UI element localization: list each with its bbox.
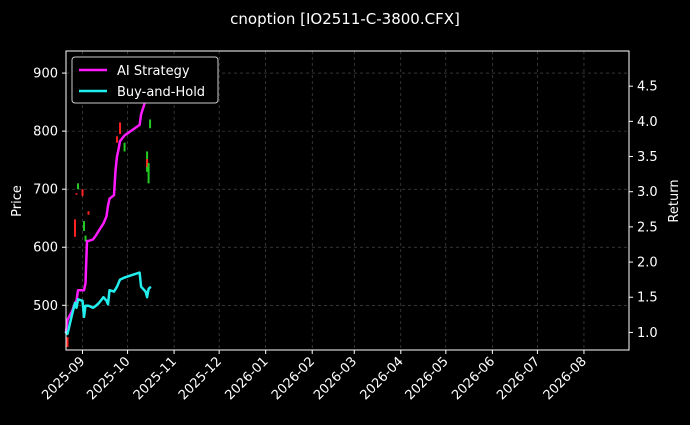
candle — [74, 219, 77, 237]
candle — [83, 221, 86, 231]
candle — [66, 337, 69, 348]
y-tick-label-left: 900 — [33, 67, 58, 82]
candle — [75, 193, 78, 195]
candle — [146, 158, 149, 168]
y-tick-label-right: 3.0 — [637, 185, 658, 200]
candle — [81, 189, 84, 197]
series-line-buy-and-hold — [64, 271, 152, 336]
candle — [116, 136, 119, 143]
y-tick-label-right: 3.5 — [637, 150, 658, 165]
y-tick-label-left: 600 — [33, 241, 58, 256]
legend-label-buy-and-hold: Buy-and-Hold — [117, 85, 205, 100]
y-tick-label-right: 1.5 — [637, 291, 658, 306]
y-tick-label-right: 4.5 — [637, 80, 658, 95]
candle — [119, 122, 122, 135]
chart-title: cnoption [IO2511-C-3800.CFX] — [230, 10, 460, 28]
y-tick-label-left: 800 — [33, 125, 58, 140]
y-tick-label-right: 2.0 — [637, 256, 658, 271]
y-tick-label-right: 1.0 — [637, 326, 658, 341]
y-tick-label-right: 4.0 — [637, 115, 658, 130]
candle — [149, 119, 152, 129]
legend-label-ai-strategy: AI Strategy — [117, 64, 190, 79]
y-tick-label-left: 700 — [33, 183, 58, 198]
y-axis-label-left: Price — [10, 185, 25, 217]
y-tick-label-right: 2.5 — [637, 220, 658, 235]
candle — [123, 142, 126, 152]
series-line-ai-strategy — [64, 67, 150, 334]
candle — [84, 235, 87, 242]
y-tick-label-left: 500 — [33, 299, 58, 314]
y-axis-label-right: Return — [667, 179, 682, 222]
plot-frame — [65, 50, 630, 351]
candle — [87, 211, 90, 215]
candle — [77, 183, 80, 190]
legend-box — [71, 56, 219, 104]
candle-layer — [66, 119, 152, 348]
legend: AI Strategy Buy-and-Hold — [71, 56, 219, 104]
line-layer — [64, 67, 152, 336]
candle — [147, 163, 150, 184]
